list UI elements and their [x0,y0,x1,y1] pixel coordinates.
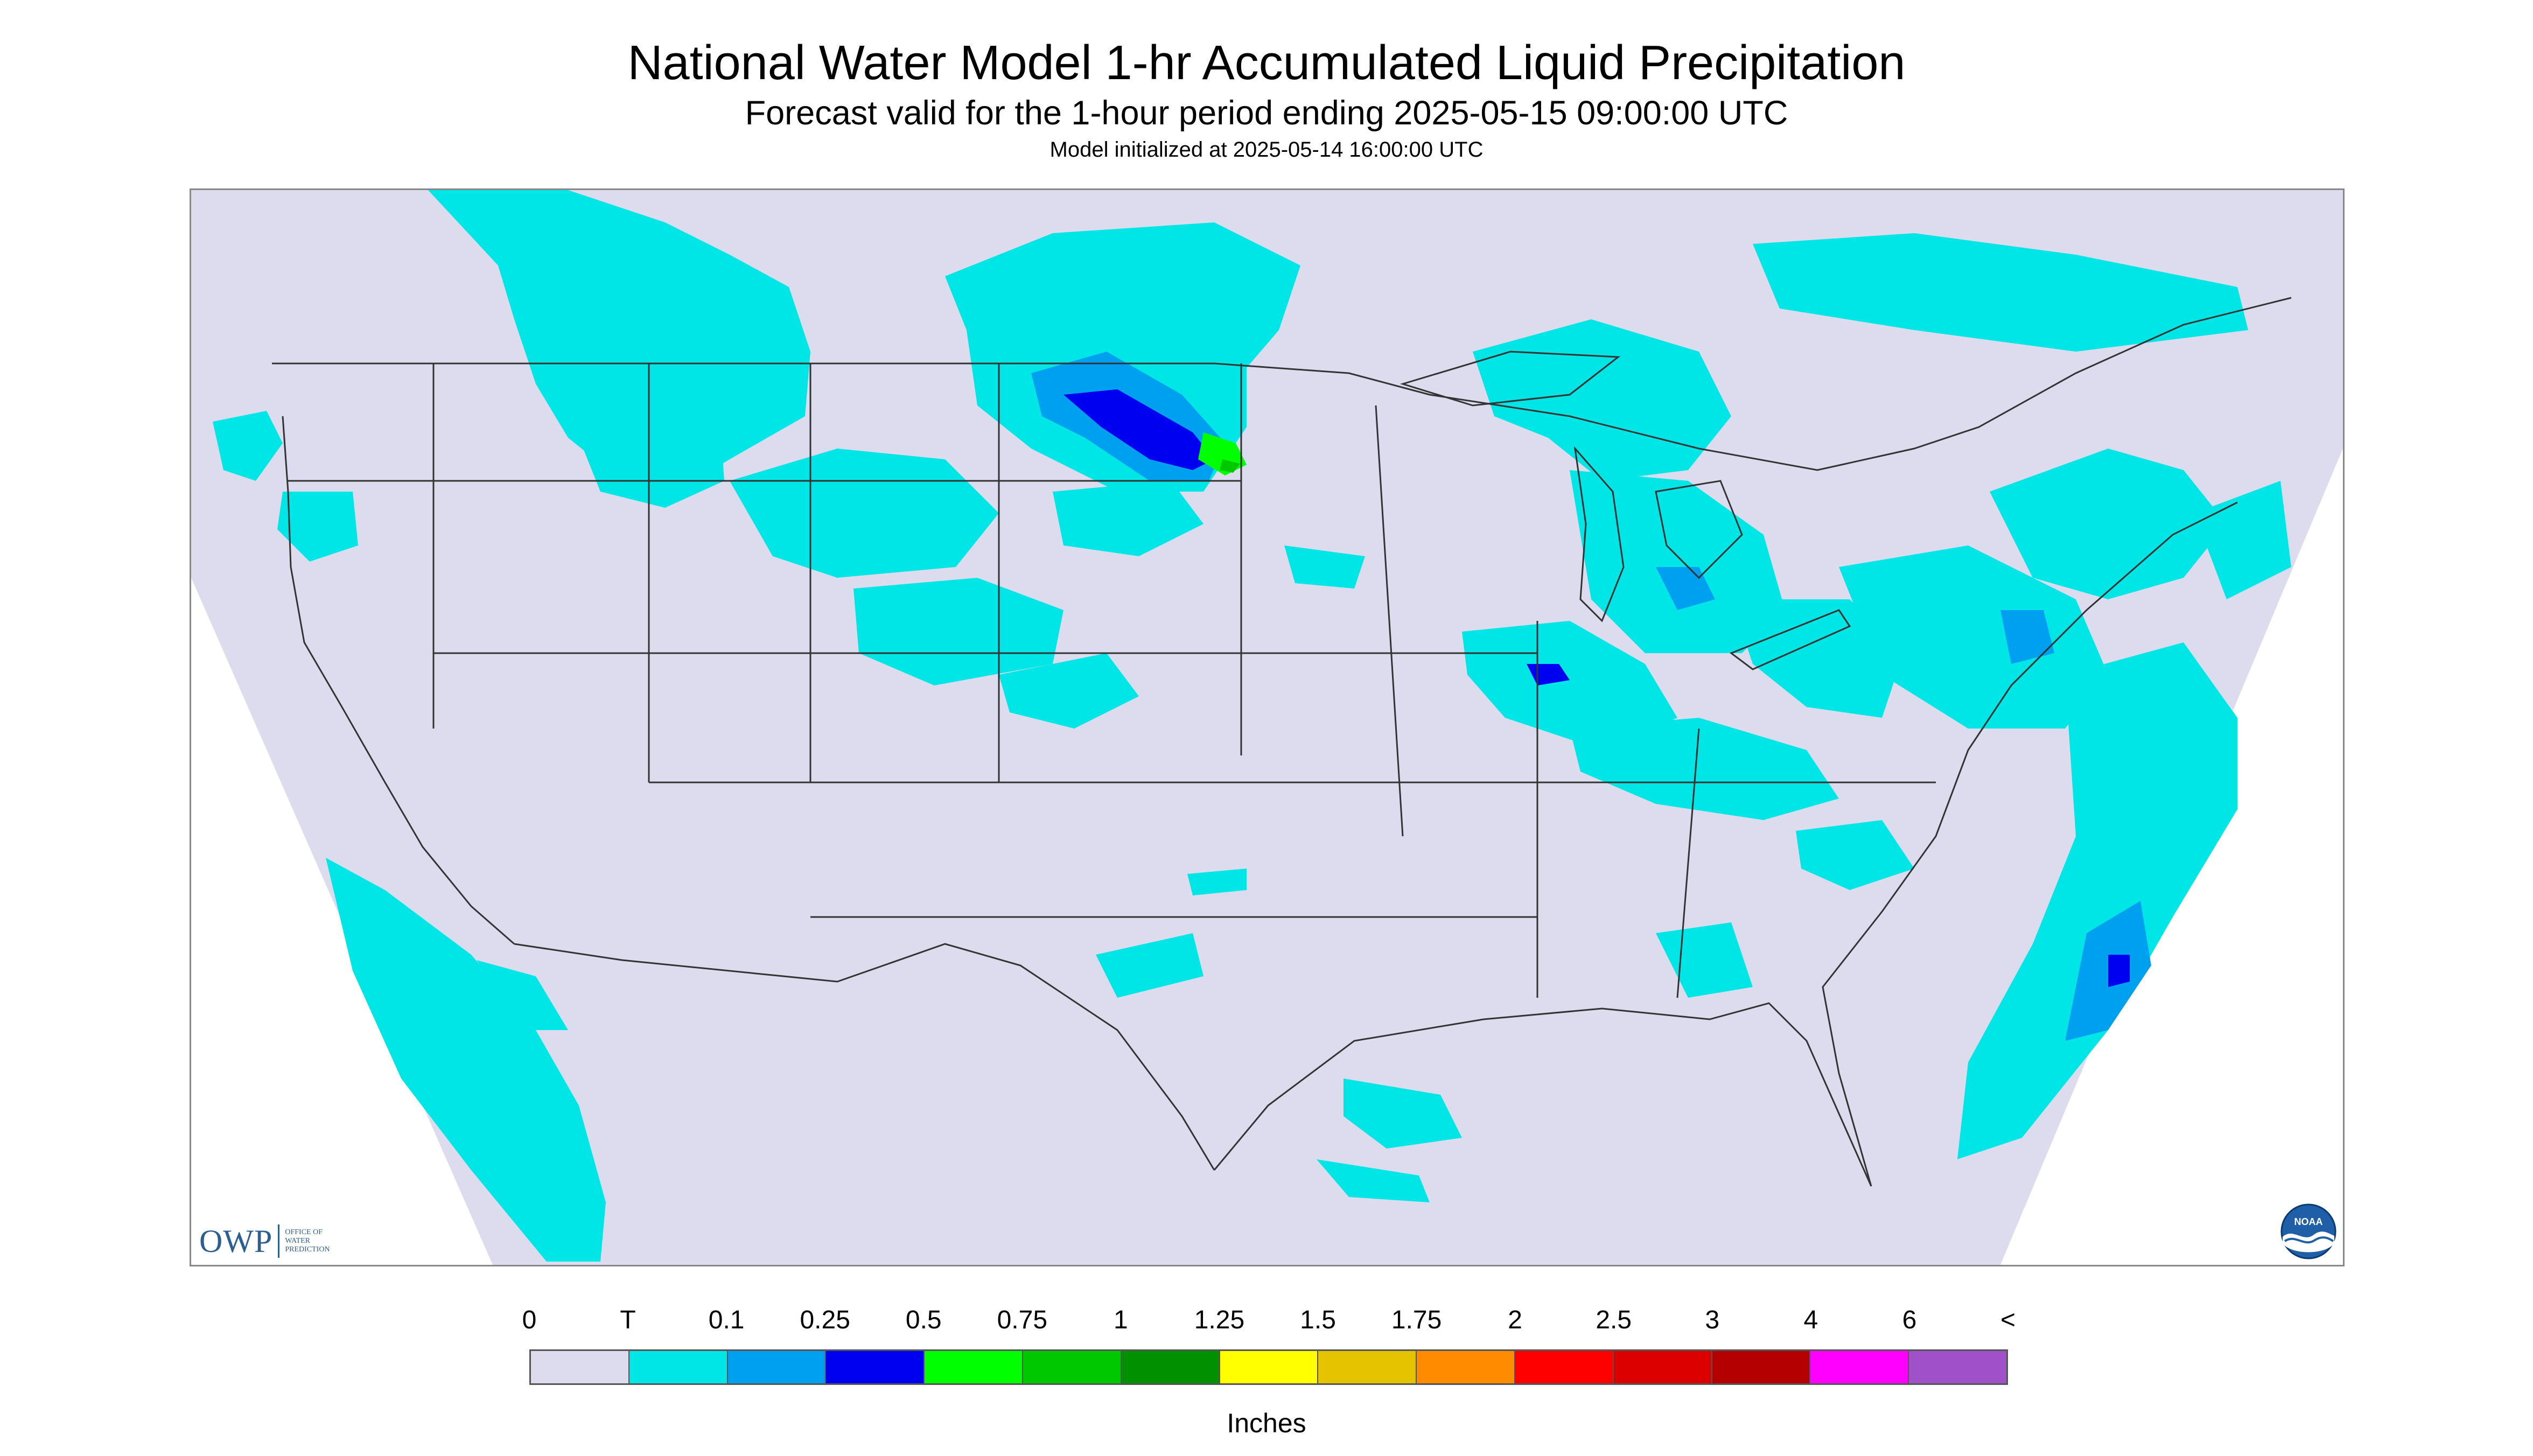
legend-tick-label: 2.5 [1596,1306,1632,1334]
legend-color-cell [1023,1351,1122,1383]
legend-tick-label: 0.25 [800,1306,850,1334]
precip-area-mid-atlantic [1839,545,2108,729]
map-title: National Water Model 1-hr Accumulated Li… [627,36,1906,90]
precipitation-map[interactable] [190,188,2345,1266]
precip-area-michigan [1570,470,1785,653]
state-line-8 [1676,728,1700,998]
precip-area-michigan-core [1656,567,1715,610]
legend-tick-label: 1 [1114,1306,1128,1334]
legend-color-cell [1121,1351,1220,1383]
precip-area-atlantic [1957,642,2237,1159]
legend-tick-label: 6 [1902,1306,1917,1334]
legend-tick-label: 1.5 [1300,1306,1336,1334]
legend-color-cell [925,1351,1023,1383]
great-lake-michigan [1573,446,1625,622]
great-lake-huron [1655,480,1743,579]
us-gulf-coast [1213,1002,1872,1187]
legend-color-cell [1220,1351,1319,1383]
noaa-logo-text: NOAA [2294,1216,2323,1227]
legend-tick-label: 0.75 [997,1306,1048,1334]
owp-logo-text: OFFICE OF WATER PREDICTION [285,1228,330,1254]
legend-color-cell [1810,1351,1909,1383]
precip-area-atlantic-peak [2108,955,2130,987]
legend-tick-label: 0.5 [905,1306,942,1334]
boundaries-layer [272,297,2292,1187]
legend-color-cell [1909,1351,2006,1383]
legend-color-cell [629,1351,728,1383]
precip-area-pacific-nw [213,411,283,481]
precip-area-dakotas [945,222,1300,492]
precip-area-south-dakota [1053,481,1203,556]
precip-area-dakotas-peak2 [1220,459,1240,473]
legend-color-cell [1613,1351,1712,1383]
precip-area-mid-atlantic-core [2000,610,2054,664]
legend-color-cell [1712,1351,1811,1383]
legend-tick-label: 1.25 [1194,1306,1245,1334]
precip-layer [213,190,2291,1262]
precip-area-pacific-offshore [326,858,606,1262]
us-atlantic-coast [1822,501,2238,1187]
us-coastline-west [282,416,515,945]
legend-tick-label: < [2000,1306,2016,1334]
precip-area-texas [1096,933,1203,998]
map-subtitle: Forecast valid for the 1-hour period end… [745,94,1788,132]
legend-tick-label: 1.75 [1391,1306,1442,1334]
legend-color-cell [1318,1351,1417,1383]
precip-area-idaho [557,362,724,508]
legend-color-cell [531,1351,629,1383]
color-legend [529,1349,2008,1385]
model-init-line: Model initialized at 2025-05-14 16:00:00… [1049,138,1484,162]
legend-tick-label: 2 [1508,1306,1522,1334]
us-mexico-border [514,943,1215,1171]
owp-logo-letters: OWP [199,1223,273,1259]
precip-area-oklahoma [1187,869,1247,895]
legend-color-cell [1515,1351,1614,1383]
legend-tick-label: 0.1 [708,1306,745,1334]
precip-area-oregon [277,492,358,562]
precip-area-ohio-valley [1570,718,1839,820]
legend-tick-label: 0 [522,1306,537,1334]
precip-area-iowa-west [1284,545,1365,589]
precip-area-dakotas-core [1063,389,1214,470]
precip-area-pacific-offshore-2 [477,960,568,1030]
map-canvas [191,190,2343,1265]
noaa-logo: NOAA [2280,1203,2336,1259]
state-line-6 [1375,405,1404,837]
great-lake-erie [1729,609,1851,670]
precip-area-colorado-north [853,578,1063,685]
precip-area-gulf [1344,1079,1462,1149]
precip-area-georgia [1656,922,1753,998]
precip-area-canada-east [1753,233,2248,352]
owp-logo: OWP OFFICE OF WATER PREDICTION [199,1222,355,1260]
great-lake-superior [1400,351,1621,407]
precip-area-atlantic-north [2194,481,2291,599]
precip-area-colorado-east [999,653,1139,729]
precip-area-gulf-2 [1317,1159,1430,1202]
owp-logo-divider [278,1224,280,1258]
precip-area-new-england [1990,449,2227,599]
legend-color-cell [826,1351,925,1383]
legend-tick-label: 4 [1803,1306,1818,1334]
legend-color-cell [1417,1351,1515,1383]
us-canada-border [272,297,2292,471]
legend-unit: Inches [1227,1408,1306,1438]
precip-area-ohio [1731,599,1904,718]
legend-tick-label: 3 [1705,1306,1720,1334]
precip-area-carolinas [1796,820,1914,890]
legend-tick-label: T [620,1306,636,1334]
legend-color-cell [727,1351,827,1383]
